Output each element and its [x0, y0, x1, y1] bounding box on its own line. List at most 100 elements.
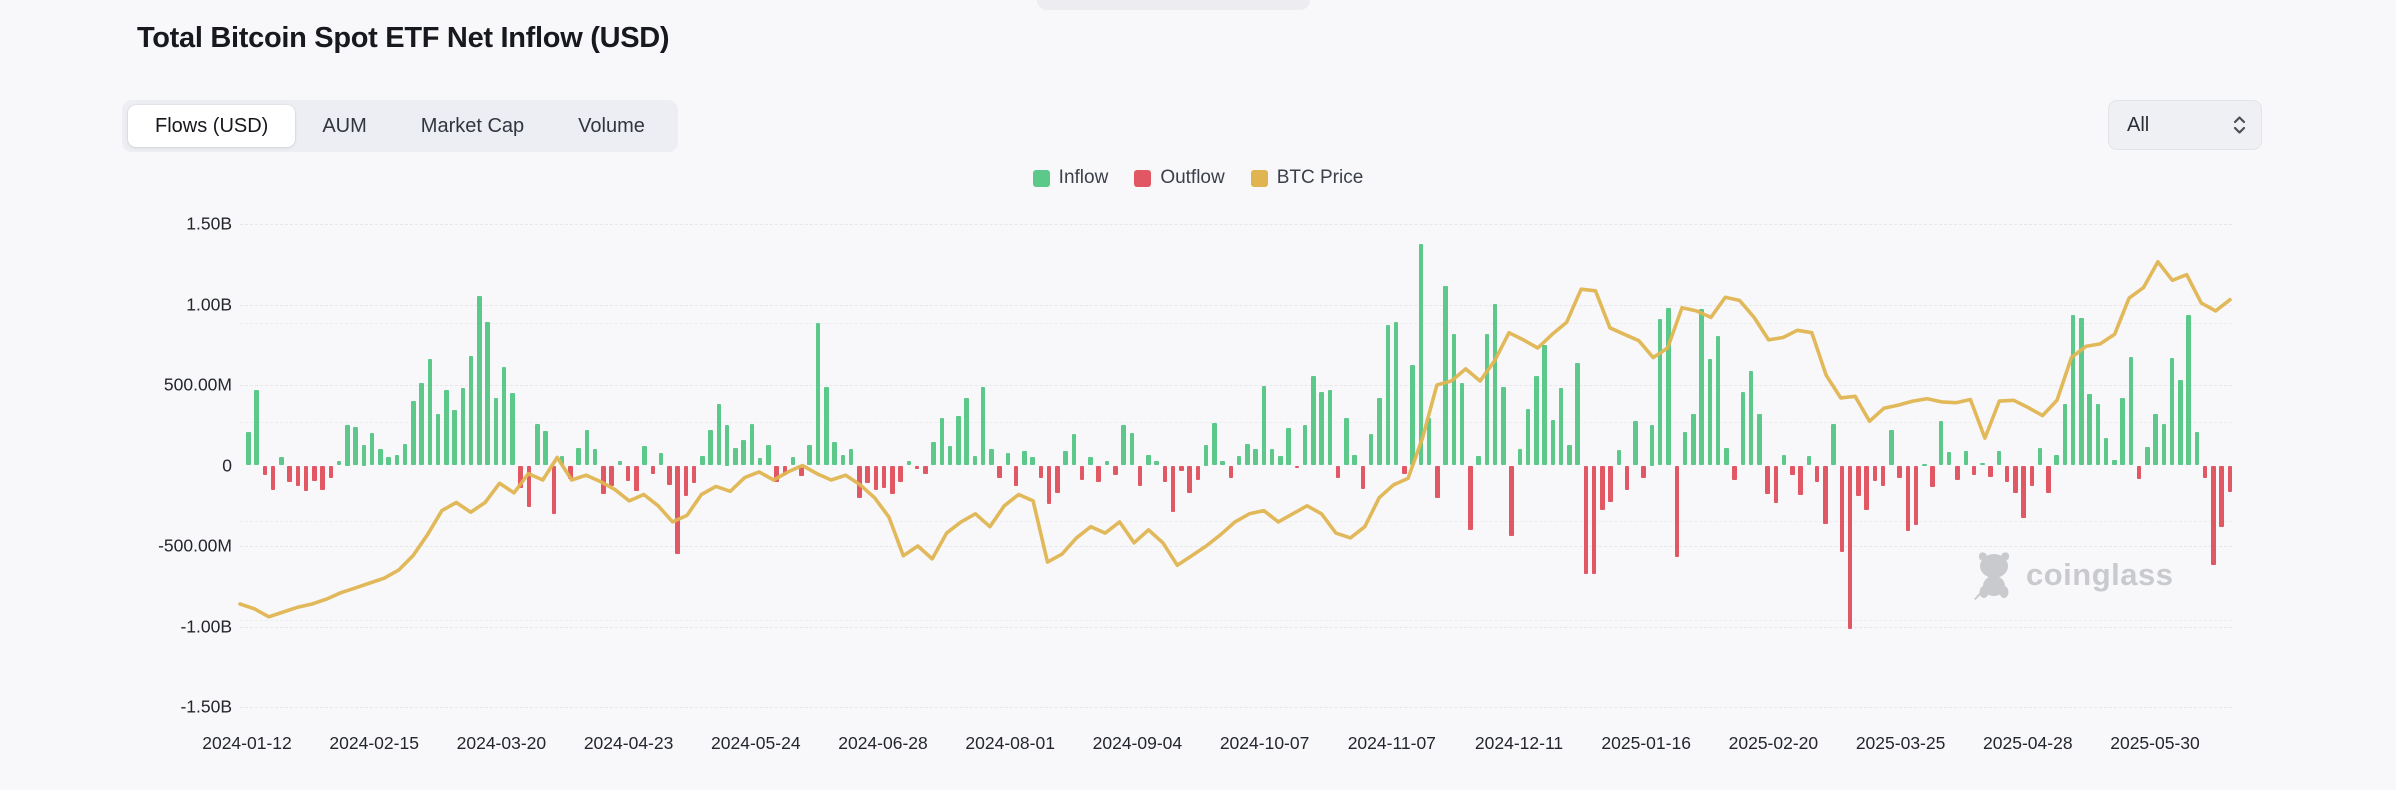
inflow-bar[interactable] — [1030, 457, 1035, 466]
inflow-bar[interactable] — [749, 424, 755, 466]
inflow-bar[interactable] — [1682, 431, 1688, 466]
legend-item-inflow[interactable]: Inflow — [1032, 167, 1108, 189]
outflow-bar[interactable] — [799, 465, 804, 476]
tab-market-cap[interactable]: Market Cap — [394, 105, 551, 147]
inflow-bar[interactable] — [790, 457, 796, 466]
inflow-bar[interactable] — [617, 460, 623, 466]
outflow-bar[interactable] — [898, 465, 903, 483]
outflow-bar[interactable] — [2227, 465, 2233, 493]
inflow-bar[interactable] — [1657, 319, 1663, 466]
outflow-bar[interactable] — [625, 465, 631, 481]
outflow-bar[interactable] — [865, 465, 870, 483]
inflow-bar[interactable] — [1278, 455, 1283, 466]
inflow-bar[interactable] — [724, 425, 730, 466]
inflow-bar[interactable] — [336, 460, 342, 466]
outflow-bar[interactable] — [1294, 465, 1300, 469]
inflow-bar[interactable] — [427, 359, 433, 466]
outflow-bar[interactable] — [1814, 465, 1820, 482]
inflow-bar[interactable] — [452, 409, 457, 466]
outflow-bar[interactable] — [2202, 465, 2208, 479]
outflow-bar[interactable] — [2219, 465, 2224, 527]
inflow-bar[interactable] — [1938, 421, 1944, 466]
inflow-bar[interactable] — [906, 460, 912, 466]
inflow-bar[interactable] — [1781, 455, 1787, 466]
inflow-bar[interactable] — [1443, 286, 1448, 466]
inflow-bar[interactable] — [1121, 424, 1126, 466]
inflow-bar[interactable] — [2112, 459, 2117, 466]
outflow-bar[interactable] — [1591, 465, 1597, 574]
inflow-bar[interactable] — [1715, 336, 1721, 466]
outflow-bar[interactable] — [1732, 465, 1737, 480]
inflow-bar[interactable] — [1220, 460, 1225, 466]
inflow-bar[interactable] — [1022, 451, 1027, 466]
outflow-bar[interactable] — [1113, 465, 1118, 476]
outflow-bar[interactable] — [667, 465, 672, 485]
inflow-bar[interactable] — [246, 431, 251, 466]
outflow-bar[interactable] — [1046, 465, 1052, 504]
outflow-bar[interactable] — [270, 465, 276, 490]
outflow-bar[interactable] — [1335, 465, 1341, 479]
inflow-bar[interactable] — [840, 455, 846, 466]
inflow-bar[interactable] — [386, 457, 391, 466]
inflow-bar[interactable] — [584, 430, 590, 466]
inflow-bar[interactable] — [1922, 463, 1927, 466]
inflow-bar[interactable] — [1377, 397, 1382, 466]
outflow-bar[interactable] — [782, 465, 788, 476]
outflow-bar[interactable] — [320, 465, 325, 491]
inflow-bar[interactable] — [2120, 397, 2125, 466]
outflow-bar[interactable] — [881, 465, 887, 489]
inflow-bar[interactable] — [1410, 365, 1415, 466]
outflow-bar[interactable] — [2029, 465, 2035, 487]
outflow-bar[interactable] — [1509, 465, 1514, 536]
inflow-bar[interactable] — [1946, 452, 1952, 466]
inflow-bar[interactable] — [1740, 392, 1746, 466]
outflow-bar[interactable] — [890, 465, 895, 494]
tab-flows-usd[interactable]: Flows (USD) — [128, 105, 296, 147]
outflow-bar[interactable] — [287, 465, 292, 482]
outflow-bar[interactable] — [1790, 465, 1795, 475]
inflow-bar[interactable] — [2054, 455, 2059, 466]
inflow-bar[interactable] — [1245, 443, 1250, 466]
inflow-bar[interactable] — [1063, 451, 1068, 466]
outflow-bar[interactable] — [1038, 465, 1044, 479]
outflow-bar[interactable] — [1624, 465, 1630, 490]
inflow-bar[interactable] — [700, 455, 705, 466]
inflow-bar[interactable] — [1707, 359, 1713, 466]
inflow-bar[interactable] — [1996, 451, 2002, 466]
inflow-bar[interactable] — [493, 397, 499, 466]
outflow-bar[interactable] — [1179, 465, 1184, 472]
outflow-bar[interactable] — [1600, 465, 1605, 511]
outflow-bar[interactable] — [1880, 465, 1886, 487]
inflow-bar[interactable] — [2145, 446, 2150, 466]
inflow-bar[interactable] — [2037, 448, 2043, 466]
inflow-bar[interactable] — [1393, 321, 1399, 466]
outflow-bar[interactable] — [312, 465, 317, 481]
inflow-bar[interactable] — [394, 455, 400, 466]
inflow-bar[interactable] — [369, 433, 375, 466]
inflow-bar[interactable] — [815, 322, 821, 466]
outflow-bar[interactable] — [1864, 465, 1869, 510]
inflow-bar[interactable] — [543, 430, 548, 466]
inflow-bar[interactable] — [1344, 418, 1349, 466]
inflow-bar[interactable] — [411, 401, 416, 466]
inflow-bar[interactable] — [1980, 463, 1985, 466]
inflow-bar[interactable] — [980, 387, 986, 466]
outflow-bar[interactable] — [303, 465, 309, 491]
inflow-bar[interactable] — [361, 445, 367, 466]
inflow-bar[interactable] — [956, 415, 961, 466]
inflow-bar[interactable] — [1889, 430, 1894, 466]
outflow-bar[interactable] — [1055, 465, 1060, 493]
inflow-bar[interactable] — [1757, 413, 1762, 466]
inflow-bar[interactable] — [1286, 427, 1291, 466]
inflow-bar[interactable] — [1806, 455, 1812, 466]
inflow-bar[interactable] — [766, 444, 771, 466]
inflow-bar[interactable] — [1633, 421, 1638, 466]
range-select[interactable]: All — [2108, 100, 2262, 150]
inflow-bar[interactable] — [807, 444, 812, 466]
outflow-bar[interactable] — [551, 465, 557, 514]
inflow-bar[interactable] — [2128, 356, 2134, 466]
inflow-bar[interactable] — [1534, 375, 1539, 466]
inflow-bar[interactable] — [1748, 370, 1754, 466]
outflow-bar[interactable] — [2211, 465, 2216, 565]
inflow-bar[interactable] — [1501, 386, 1506, 466]
